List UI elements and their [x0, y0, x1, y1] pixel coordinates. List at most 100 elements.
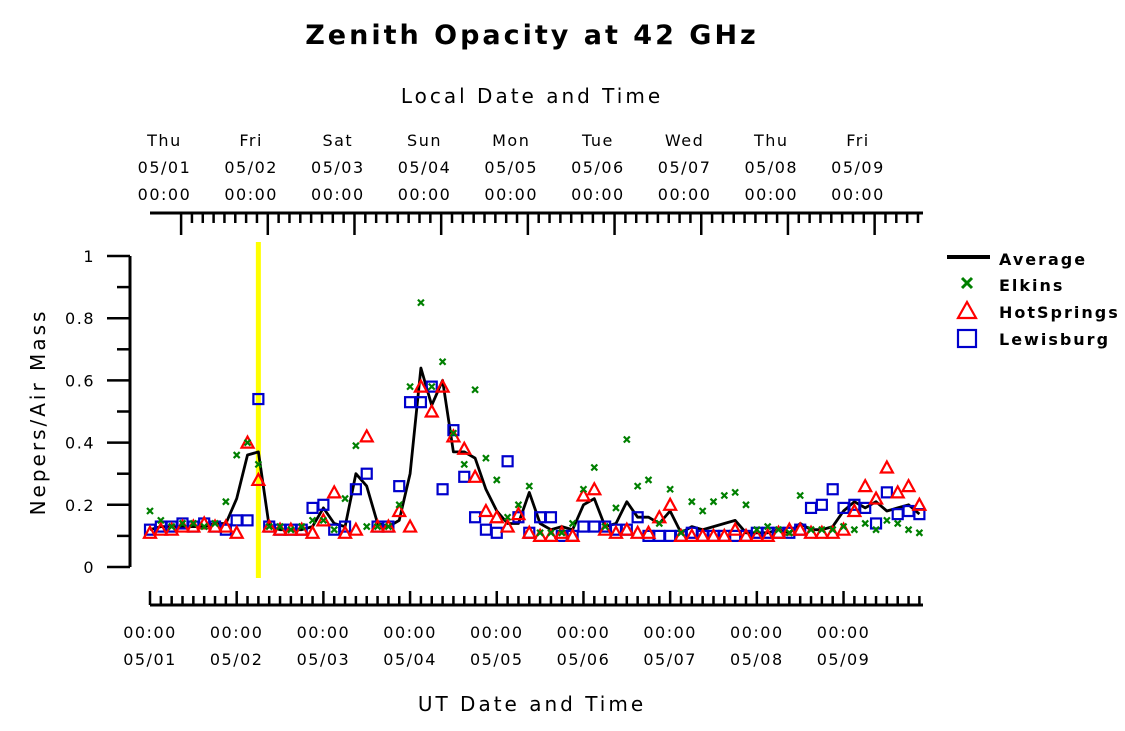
hotsprings-point: [369, 518, 386, 533]
hotsprings-point: [283, 521, 299, 536]
hotsprings-point: [553, 524, 570, 539]
hotsprings-point: [196, 515, 213, 530]
hotsprings-point: [250, 471, 267, 487]
lewisburg-point: [544, 511, 558, 524]
elkins-point: [276, 522, 284, 531]
elkins-point: [915, 529, 924, 537]
elkins-point: [698, 507, 707, 515]
elkins-point: [807, 525, 815, 534]
elkins-point: [796, 491, 804, 500]
elkins-point: [731, 488, 739, 497]
lewisburg-point: [436, 483, 449, 496]
lewisburg-point: [891, 508, 904, 521]
elkins-point: [373, 522, 382, 531]
elkins-point: [568, 519, 577, 528]
hotsprings-point: [716, 527, 733, 542]
y-tick-label: 0.6: [65, 371, 95, 390]
hotsprings-point: [651, 508, 668, 524]
y-axis-label: Nepers/Air Mass: [26, 309, 50, 516]
elkins-point: [319, 516, 328, 525]
top-axis-label: Local Date and Time: [401, 84, 663, 108]
elkins-point: [438, 357, 447, 366]
average-line: [149, 366, 921, 535]
elkins-point: [590, 463, 599, 472]
legend-lewisburg-label: Lewisburg: [999, 330, 1110, 349]
elkins-point: [503, 513, 512, 522]
lewisburg-point: [490, 526, 503, 539]
lewisburg-point: [826, 483, 839, 496]
lewisburg-point: [425, 380, 438, 393]
bottom-tick-time: 00:00: [123, 623, 177, 642]
elkins-point: [222, 497, 230, 506]
elkins-point: [395, 501, 404, 509]
hotsprings-point: [738, 527, 754, 542]
top-tick-time: 00:00: [831, 185, 885, 204]
lewisburg-point: [447, 424, 460, 437]
top-tick-date: 05/08: [744, 158, 798, 177]
elkins-point: [384, 522, 393, 531]
hotsprings-point: [467, 468, 483, 483]
hotsprings-point: [792, 521, 809, 536]
elkins-point: [449, 429, 458, 438]
elkins-point: [243, 438, 252, 447]
lewisburg-point: [631, 511, 644, 524]
elkins-point: [471, 385, 479, 394]
top-tick-day: Fri: [239, 131, 263, 150]
lewisburg-point: [880, 486, 893, 499]
elkins-point: [352, 441, 360, 450]
elkins-point: [189, 519, 198, 528]
top-tick-time: 00:00: [398, 185, 452, 204]
hotsprings-point: [261, 518, 278, 533]
elkins-point: [904, 525, 913, 534]
hotsprings-point: [868, 490, 884, 505]
hotsprings-point: [629, 524, 646, 539]
top-tick-time: 00:00: [571, 185, 625, 204]
bottom-tick-date: 05/01: [123, 650, 177, 669]
top-tick-day: Sat: [322, 131, 353, 150]
elkins-point: [677, 529, 685, 537]
lewisburg-point: [501, 455, 514, 468]
hotsprings-point: [846, 502, 863, 518]
hotsprings-point: [683, 527, 700, 542]
elkins-point: [872, 525, 880, 534]
hotsprings-point: [478, 502, 494, 518]
lewisburg-point: [230, 514, 243, 527]
top-tick-date: 05/06: [571, 158, 625, 177]
elkins-point: [785, 529, 794, 537]
legend-average-label: Average: [999, 250, 1087, 269]
hotsprings-point: [911, 496, 928, 511]
elkins-point: [612, 504, 620, 512]
hotsprings-point: [575, 487, 592, 502]
hotsprings-point: [705, 527, 722, 542]
elkins-point: [763, 522, 772, 531]
elkins-point: [839, 522, 848, 531]
elkins-point: [362, 522, 371, 531]
lewisburg-point: [815, 498, 828, 511]
legend-hotsprings-marker: [956, 299, 978, 320]
elkins-point: [688, 497, 696, 506]
elkins-point: [254, 460, 263, 469]
elkins-point: [341, 494, 349, 503]
y-tick-label: 1: [83, 247, 95, 266]
hotsprings-point: [662, 496, 679, 511]
x-axis-label: UT Date and Time: [418, 692, 646, 716]
y-tick-label: 0: [83, 558, 95, 577]
elkins-point: [167, 522, 176, 531]
top-tick-date: 05/01: [138, 158, 192, 177]
elkins-point: [883, 516, 891, 525]
bottom-tick-time: 00:00: [210, 623, 264, 642]
top-tick-time: 00:00: [744, 185, 798, 204]
legend-lewisburg-marker: [956, 328, 978, 349]
elkins-point: [579, 485, 588, 494]
legend-elkins-label: Elkins: [999, 276, 1064, 295]
hotsprings-point: [879, 459, 895, 474]
elkins-point: [525, 482, 534, 490]
top-tick-date: 05/04: [398, 158, 452, 177]
top-tick-day: Mon: [492, 131, 530, 150]
hotsprings-point: [315, 512, 332, 527]
elkins-point: [850, 525, 859, 534]
top-tick-day: Thu: [753, 131, 789, 150]
bottom-tick-time: 00:00: [643, 623, 697, 642]
top-tick-time: 00:00: [484, 185, 538, 204]
bottom-tick-date: 05/05: [470, 650, 524, 669]
